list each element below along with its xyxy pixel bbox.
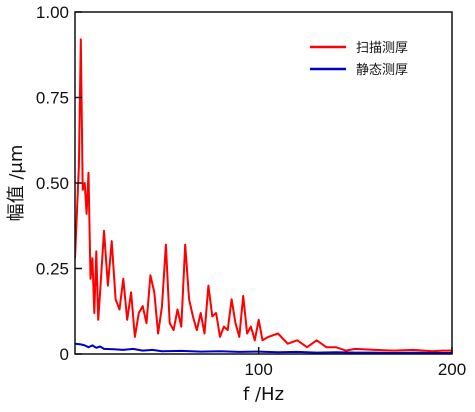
y-tick-label: 0.75 (36, 89, 69, 108)
series-line-1 (75, 38, 452, 353)
x-tick-label: 100 (244, 360, 272, 379)
y-tick-label: 0 (60, 345, 69, 364)
x-axis-title: f /Hz (243, 384, 284, 405)
y-tick-label: 0.50 (36, 174, 69, 193)
y-tick-label: 1.00 (36, 3, 69, 22)
series-layer (75, 38, 452, 354)
x-tick-label: 200 (438, 360, 466, 379)
series-line-2 (75, 342, 452, 354)
legend-label-1: 扫描测厚 (356, 41, 408, 56)
y-axis-title: 幅值 /μm (6, 145, 27, 222)
y-tick-label: 0.25 (36, 260, 69, 279)
tick-layer: 0 0.25 0.50 0.75 1.00 100 200 (36, 3, 466, 379)
legend-label-2: 静态测厚 (356, 63, 408, 78)
